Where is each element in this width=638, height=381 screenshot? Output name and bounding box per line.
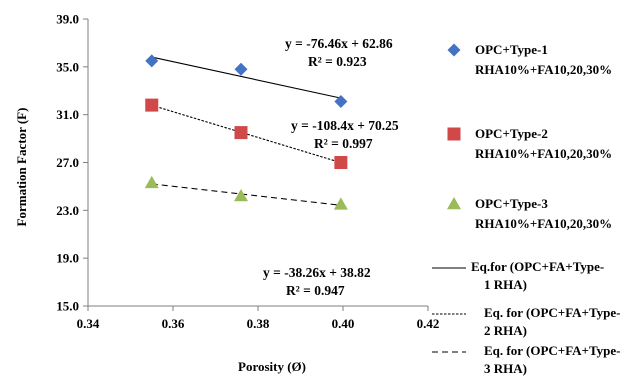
trendline-equation: y = -108.4x + 70.25 — [291, 118, 399, 133]
legend-label: OPC+Type-3 — [475, 196, 548, 211]
data-point — [333, 197, 348, 210]
y-tick-label: 19.0 — [56, 251, 79, 266]
legend-label: RHA10%+FA10,20,30% — [475, 146, 612, 161]
y-tick-label: 31.0 — [56, 107, 79, 122]
data-point — [145, 98, 159, 112]
data-point — [144, 175, 159, 189]
data-point — [145, 54, 159, 68]
legend: OPC+Type-1 RHA10%+FA10,20,30% OPC+Type-2 RH… — [432, 42, 621, 376]
trendline-r-squared: R² = 0.923 — [308, 54, 367, 69]
y-tick-label: 35.0 — [56, 59, 79, 74]
trendline-r-squared: R² = 0.997 — [314, 136, 373, 151]
x-tick-label: 0.38 — [247, 316, 270, 331]
trendline-equation: y = -38.26x + 38.82 — [263, 265, 371, 280]
legend-label: Eq. for (OPC+FA+Type- — [484, 305, 621, 320]
y-tick-label: 23.0 — [56, 203, 79, 218]
data-points — [144, 54, 348, 210]
trendline-r-squared: R² = 0.947 — [286, 283, 345, 298]
legend-marker — [447, 43, 461, 57]
trendline — [151, 183, 341, 206]
data-point — [234, 126, 248, 140]
data-point — [334, 95, 348, 109]
trendlines — [151, 56, 342, 206]
trendline-equation: y = -76.46x + 62.86 — [285, 36, 393, 51]
trendline-equations: y = -76.46x + 62.86 R² = 0.923 y = -108.4x… — [263, 36, 399, 298]
x-tick-label: 0.36 — [162, 316, 185, 331]
y-tick-label: 27.0 — [56, 155, 79, 170]
y-tick-label: 39.0 — [56, 12, 79, 27]
data-point — [234, 62, 248, 76]
legend-label: 2 RHA) — [484, 323, 527, 338]
x-tick-label: 0.34 — [77, 316, 100, 331]
legend-label: 1 RHA) — [484, 277, 527, 292]
legend-label: Eq. for (OPC+FA+Type- — [484, 343, 621, 358]
legend-label: RHA10%+FA10,20,30% — [475, 62, 612, 77]
y-tick-label: 15.0 — [56, 299, 79, 314]
legend-label: RHA10%+FA10,20,30% — [475, 216, 612, 231]
y-axis-title: Formation Factor (F) — [14, 108, 29, 227]
tick-labels: 15.0 19.0 23.0 27.0 31.0 35.0 39.0 0.34 0.36 0.38… — [56, 12, 439, 332]
data-point — [334, 156, 348, 169]
legend-label: OPC+Type-2 — [475, 126, 548, 141]
x-tick-label: 0.40 — [332, 316, 355, 331]
legend-label: OPC+Type-1 — [475, 42, 548, 57]
data-point — [234, 188, 248, 202]
trendline — [151, 104, 342, 164]
legend-label: 3 RHA) — [484, 361, 527, 376]
legend-label: Eq.for (OPC+FA+Type- — [471, 259, 604, 274]
legend-marker — [447, 197, 461, 210]
legend-marker — [447, 127, 461, 141]
trendline — [151, 56, 341, 99]
x-axis-title: Porosity (Ø) — [238, 359, 306, 374]
axes — [83, 18, 429, 311]
x-tick-label: 0.42 — [417, 316, 440, 331]
